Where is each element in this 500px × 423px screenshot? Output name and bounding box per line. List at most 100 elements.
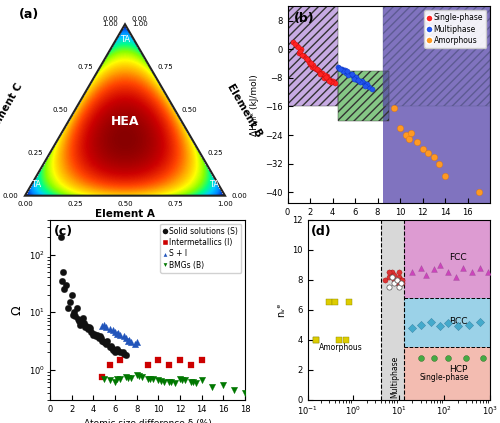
Point <box>109 327 117 334</box>
Point <box>312 336 320 343</box>
Point <box>390 280 398 286</box>
Point <box>341 66 349 73</box>
Point <box>100 375 108 382</box>
Point <box>73 304 81 311</box>
Point <box>313 65 321 72</box>
Point <box>418 146 426 153</box>
Point <box>292 42 300 49</box>
Bar <box>338 71 389 121</box>
Point <box>98 374 106 380</box>
Point <box>71 313 79 319</box>
Point <box>458 264 466 271</box>
Point <box>342 336 350 343</box>
Point <box>342 69 350 76</box>
Point <box>307 60 315 66</box>
Point <box>156 378 164 385</box>
Text: 0.00: 0.00 <box>102 16 118 22</box>
Point <box>144 375 152 382</box>
Text: 0.00: 0.00 <box>2 192 18 199</box>
Point <box>114 348 122 354</box>
Legend: Single-phase, Multiphase, Amorphous: Single-phase, Multiphase, Amorphous <box>424 10 486 48</box>
Point <box>436 160 444 167</box>
Text: TA: TA <box>209 180 219 189</box>
Point <box>318 69 326 76</box>
Point <box>353 76 361 83</box>
Point <box>364 81 372 88</box>
Point <box>476 319 484 325</box>
Point <box>59 269 67 275</box>
Point <box>395 284 403 291</box>
Point <box>144 362 152 368</box>
Point <box>360 80 368 87</box>
Point <box>462 354 470 361</box>
Point <box>323 73 331 80</box>
Point <box>368 85 376 92</box>
Point <box>331 299 339 306</box>
Point <box>424 150 432 157</box>
Point <box>352 74 360 80</box>
Point <box>74 316 82 323</box>
Point <box>384 284 392 291</box>
Point <box>343 67 351 74</box>
Point <box>130 341 138 347</box>
Point <box>116 349 124 356</box>
Point <box>294 44 302 51</box>
Text: 0.00: 0.00 <box>232 192 248 199</box>
Point <box>109 346 117 353</box>
Point <box>350 75 358 82</box>
Point <box>100 321 108 328</box>
Point <box>356 79 364 85</box>
Point <box>116 356 124 363</box>
Point <box>198 377 205 384</box>
Point <box>408 324 416 331</box>
Point <box>392 280 400 286</box>
Bar <box>380 220 404 400</box>
Point <box>436 323 444 330</box>
Point <box>80 324 88 330</box>
Text: 0.50: 0.50 <box>52 107 68 113</box>
Point <box>317 71 325 78</box>
Point <box>124 374 132 381</box>
Point <box>306 60 314 67</box>
Point <box>220 381 228 388</box>
Text: Element A: Element A <box>95 209 155 219</box>
Text: 0.50: 0.50 <box>182 107 198 113</box>
Point <box>361 82 369 89</box>
Point <box>325 77 333 84</box>
Text: 0.25: 0.25 <box>207 150 222 156</box>
Bar <box>288 6 338 107</box>
Point <box>295 49 303 56</box>
Point <box>146 375 154 382</box>
Bar <box>404 220 490 298</box>
Point <box>390 272 398 279</box>
Point <box>122 335 130 342</box>
Text: 0.25: 0.25 <box>67 201 83 206</box>
Point <box>305 58 313 65</box>
Text: 0.50: 0.50 <box>117 201 133 206</box>
Point <box>312 66 320 72</box>
Point <box>135 373 143 379</box>
Y-axis label: nᵥᵉ: nᵥᵉ <box>276 302 286 317</box>
Point <box>60 286 68 293</box>
Point <box>390 277 398 283</box>
Text: 0.75: 0.75 <box>167 201 183 206</box>
Point <box>349 73 357 80</box>
Point <box>314 66 322 73</box>
Bar <box>404 347 490 400</box>
Point <box>392 277 400 283</box>
Y-axis label: Ω: Ω <box>10 305 24 315</box>
Legend: Solid solutions (S), Intermetallics (I), S + I, BMGs (B): Solid solutions (S), Intermetallics (I),… <box>160 224 241 273</box>
Point <box>430 153 438 160</box>
Point <box>106 342 114 349</box>
Point <box>346 71 354 78</box>
Point <box>476 264 484 271</box>
Point <box>416 321 424 328</box>
Text: Single-phase: Single-phase <box>420 373 469 382</box>
Point <box>444 354 452 361</box>
Text: TA: TA <box>31 180 41 189</box>
Text: 1.00: 1.00 <box>132 21 148 27</box>
Text: 1.00: 1.00 <box>217 201 233 206</box>
Point <box>165 362 173 368</box>
Point <box>358 77 366 84</box>
Point <box>408 269 416 276</box>
